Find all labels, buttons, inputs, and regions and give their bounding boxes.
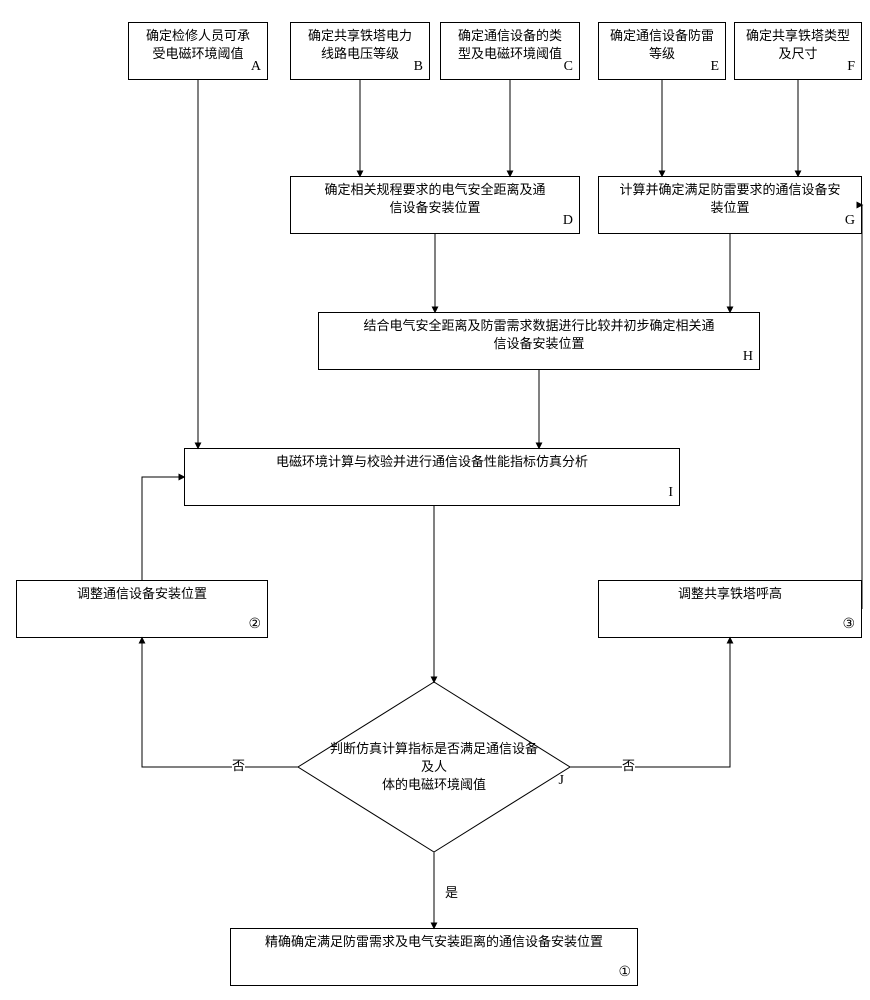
node-C-badge: C xyxy=(564,57,573,77)
edge-label-no-left: 否 xyxy=(232,755,245,774)
edge-label-no-right: 否 xyxy=(622,755,635,774)
node-N1-badge: ① xyxy=(618,963,631,983)
node-G: 计算并确定满足防雷要求的通信设备安 装位置G xyxy=(598,176,862,234)
node-N3: 调整共享铁塔呼高 ③ xyxy=(598,580,862,638)
edge-J-N2 xyxy=(142,638,298,767)
node-F-badge: F xyxy=(847,57,855,77)
node-H-badge: H xyxy=(743,347,753,367)
node-N3-label: 调整共享铁塔呼高 xyxy=(605,585,855,603)
node-D-badge: D xyxy=(563,211,573,231)
node-D: 确定相关规程要求的电气安全距离及通 信设备安装位置D xyxy=(290,176,580,234)
node-N2: 调整通信设备安装位置 ② xyxy=(16,580,268,638)
node-E: 确定通信设备防雷 等级E xyxy=(598,22,726,80)
node-G-label: 计算并确定满足防雷要求的通信设备安 装位置 xyxy=(605,181,855,217)
node-N1: 精确确定满足防雷需求及电气安装距离的通信设备安装位置 ① xyxy=(230,928,638,986)
node-F: 确定共享铁塔类型 及尺寸F xyxy=(734,22,862,80)
node-A: 确定检修人员可承 受电磁环境阈值A xyxy=(128,22,268,80)
node-I-label: 电磁环境计算与校验并进行通信设备性能指标仿真分析 xyxy=(191,453,673,471)
node-N1-label: 精确确定满足防雷需求及电气安装距离的通信设备安装位置 xyxy=(237,933,631,951)
node-B: 确定共享铁塔电力 线路电压等级B xyxy=(290,22,430,80)
node-I-badge: I xyxy=(668,483,673,503)
node-B-badge: B xyxy=(414,57,423,77)
node-N2-badge: ② xyxy=(248,615,261,635)
node-C-label: 确定通信设备的类 型及电磁环境阈值 xyxy=(447,27,573,63)
node-F-label: 确定共享铁塔类型 及尺寸 xyxy=(741,27,855,63)
node-N2-label: 调整通信设备安装位置 xyxy=(23,585,261,603)
node-N3-badge: ③ xyxy=(842,615,855,635)
node-G-badge: G xyxy=(845,211,855,231)
node-E-badge: E xyxy=(710,57,719,77)
edge-J-N3 xyxy=(570,638,730,767)
node-J-badge: J xyxy=(559,773,564,789)
node-C: 确定通信设备的类 型及电磁环境阈值C xyxy=(440,22,580,80)
node-H: 结合电气安全距离及防雷需求数据进行比较并初步确定相关通 信设备安装位置H xyxy=(318,312,760,370)
node-A-label: 确定检修人员可承 受电磁环境阈值 xyxy=(135,27,261,63)
node-E-label: 确定通信设备防雷 等级 xyxy=(605,27,719,63)
edge-label-yes-down: 是 xyxy=(445,882,458,901)
node-J-label: 判断仿真计算指标是否满足通信设备及人 体的电磁环境阈值 xyxy=(298,682,570,852)
edge-N2-I xyxy=(142,477,184,580)
node-H-label: 结合电气安全距离及防雷需求数据进行比较并初步确定相关通 信设备安装位置 xyxy=(325,317,753,353)
node-J: 判断仿真计算指标是否满足通信设备及人 体的电磁环境阈值J xyxy=(298,682,570,852)
node-A-badge: A xyxy=(251,57,261,77)
node-D-label: 确定相关规程要求的电气安全距离及通 信设备安装位置 xyxy=(297,181,573,217)
node-B-label: 确定共享铁塔电力 线路电压等级 xyxy=(297,27,423,63)
node-I: 电磁环境计算与校验并进行通信设备性能指标仿真分析 I xyxy=(184,448,680,506)
